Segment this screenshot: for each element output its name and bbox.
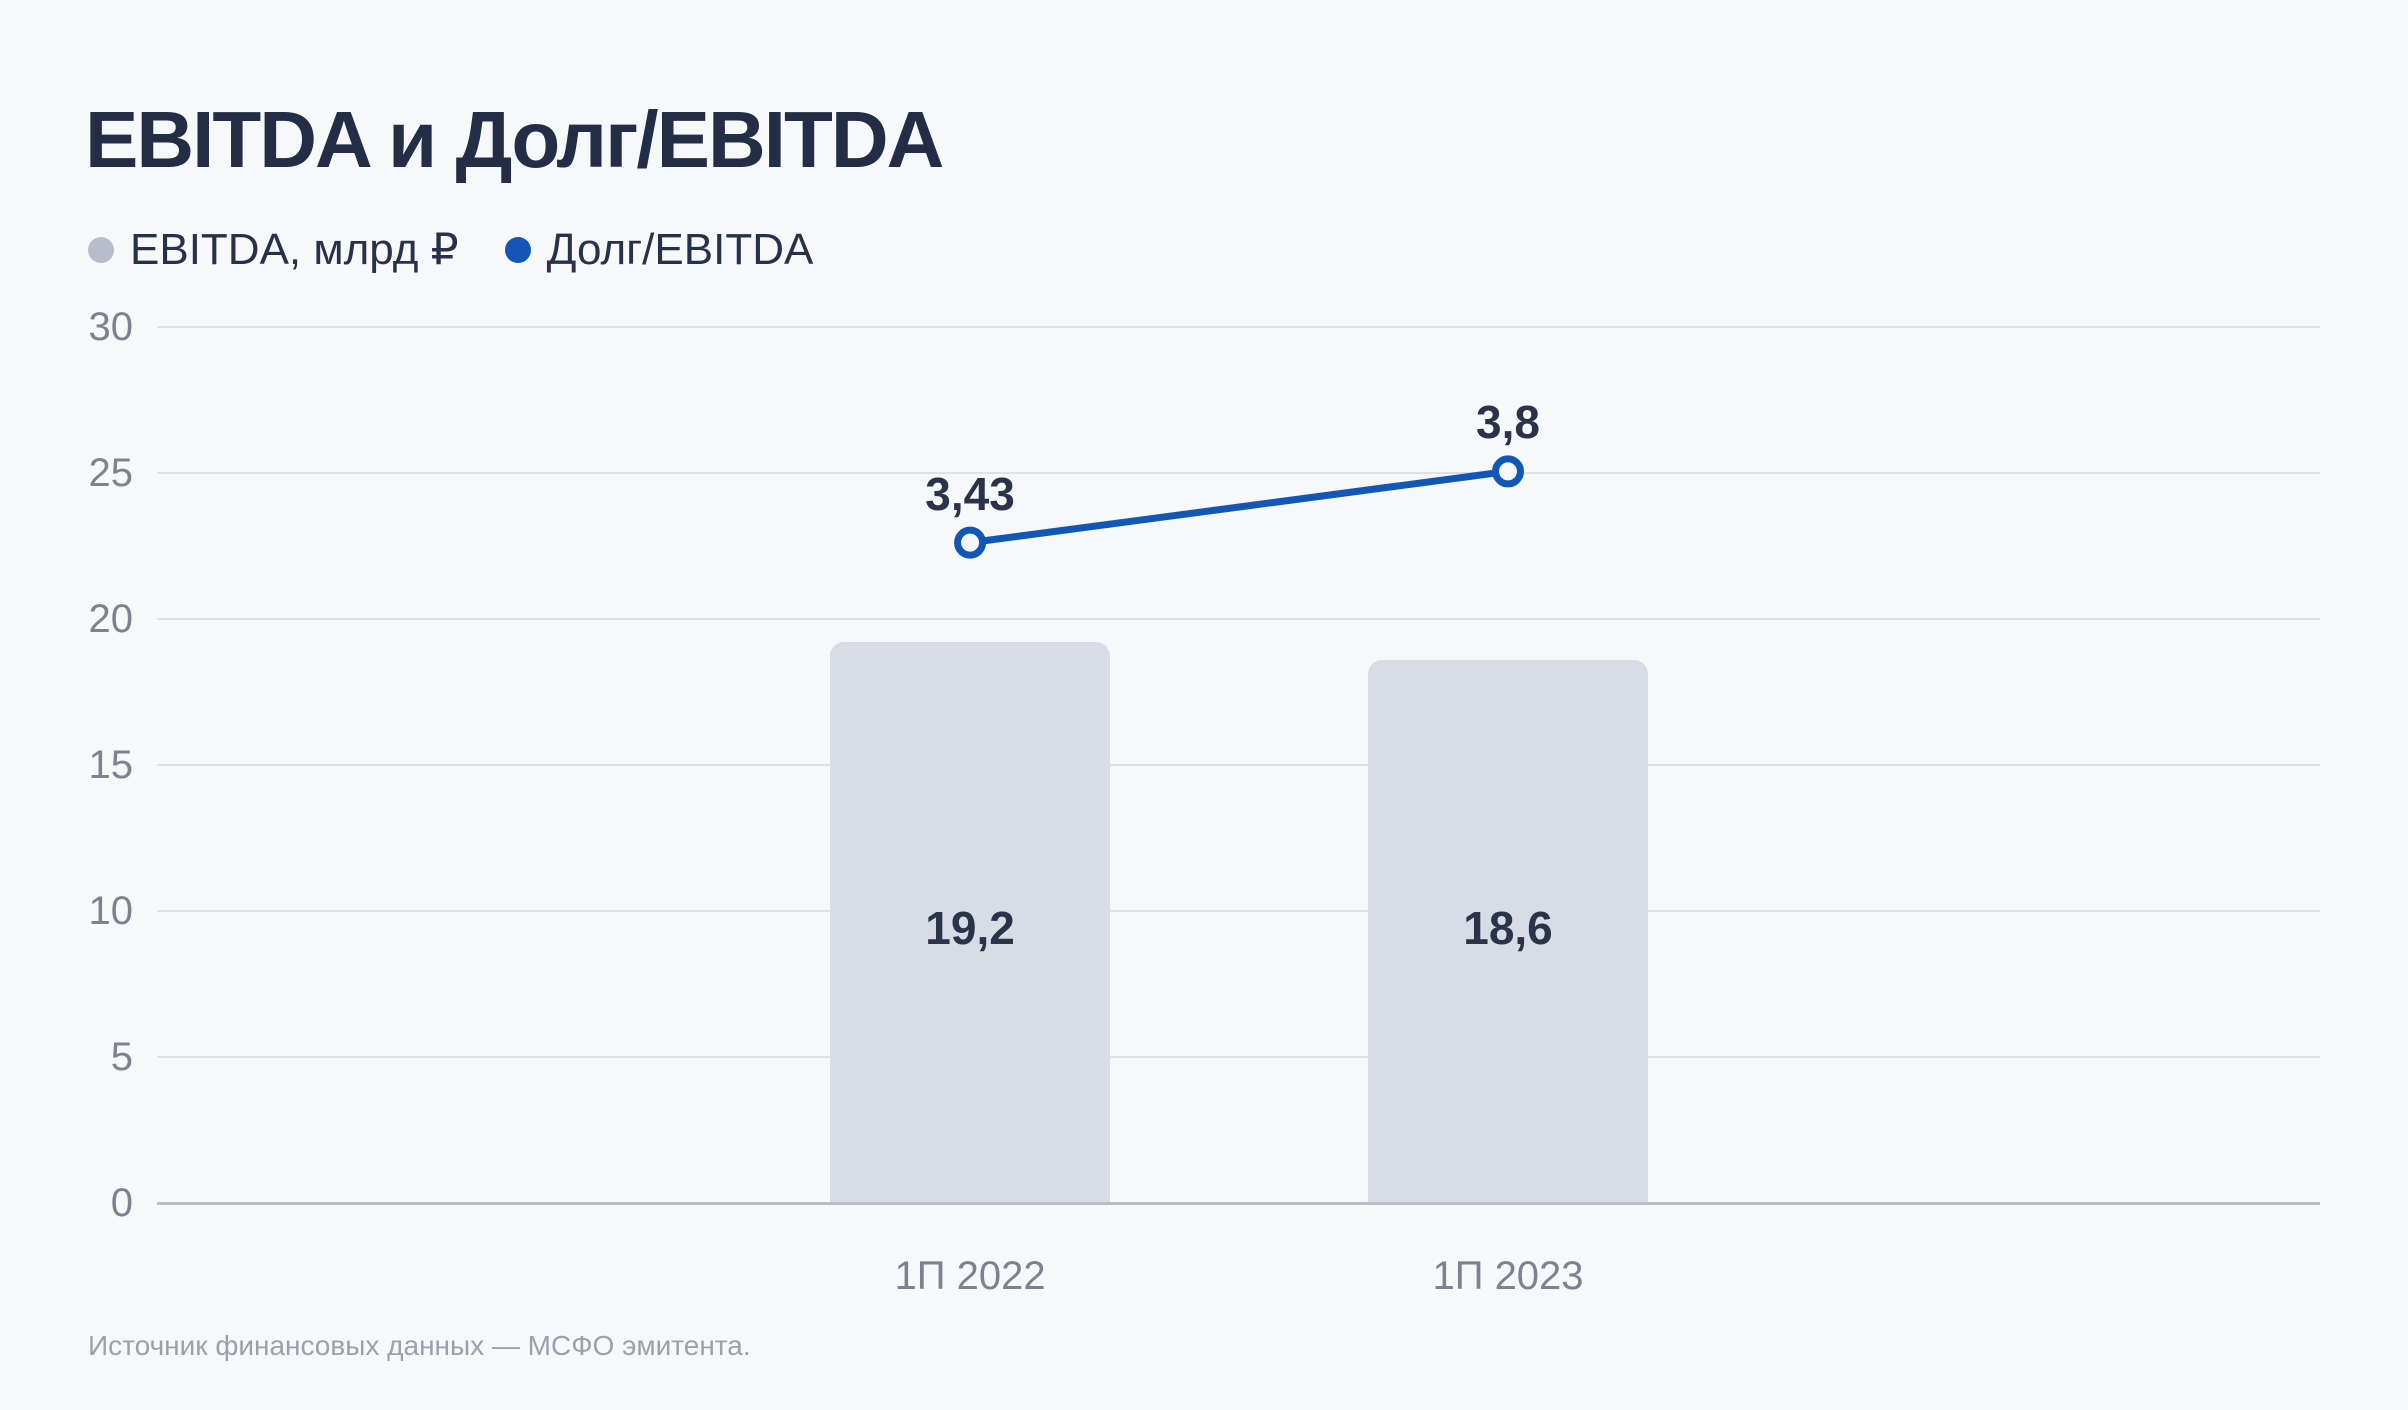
y-tick-label-30: 30 bbox=[88, 305, 134, 349]
legend-item-ebitda: EBITDA, млрд ₽ bbox=[88, 224, 459, 275]
gridline-5 bbox=[157, 1056, 2320, 1058]
bar-1: 19,2 bbox=[830, 642, 1111, 1203]
line-value-label-1: 3,43 bbox=[925, 467, 1015, 520]
line-value-label-2: 3,8 bbox=[1476, 396, 1540, 449]
y-tick-label-25: 25 bbox=[88, 450, 134, 495]
x-axis-label-1: 1П 2022 bbox=[894, 1254, 1046, 1298]
y-tick-label-10: 10 bbox=[88, 888, 134, 933]
gridline-10 bbox=[157, 909, 2320, 912]
x-axis: 1П 2022 1П 2023 bbox=[157, 1256, 2320, 1316]
legend-label-debt-ebitda: Долг/EBITDA bbox=[546, 224, 814, 274]
plot-area: 19,2 18,6 3,43 3,8 bbox=[157, 326, 2320, 1205]
bar-value-label-1: 19,2 bbox=[925, 902, 1015, 954]
gridline-15 bbox=[157, 764, 2320, 766]
y-tick-label-15: 15 bbox=[88, 743, 134, 787]
gridline-30 bbox=[157, 326, 2320, 328]
legend-dot-debt-ebitda-icon bbox=[504, 236, 531, 263]
bar-2: 18,6 bbox=[1368, 659, 1648, 1203]
legend: EBITDA, млрд ₽ Долг/EBITDA bbox=[88, 224, 813, 275]
legend-item-debt-ebitda: Долг/EBITDA bbox=[504, 224, 814, 275]
chart-title: EBITDA и Долг/EBITDA bbox=[85, 95, 944, 184]
line-path bbox=[969, 467, 1509, 547]
x-axis-label-2: 1П 2023 bbox=[1432, 1254, 1584, 1298]
y-tick-label-0: 0 bbox=[110, 1181, 133, 1225]
y-tick-label-20: 20 bbox=[88, 596, 134, 641]
x-axis-baseline bbox=[157, 1202, 2320, 1205]
legend-label-ebitda: EBITDA, млрд ₽ bbox=[130, 225, 459, 274]
bar-value-label-2: 18,6 bbox=[1463, 902, 1553, 954]
source-note: Источник финансовых данных — МСФО эмитен… bbox=[88, 1330, 751, 1361]
gridline-25 bbox=[157, 471, 2320, 474]
gridline-20 bbox=[157, 617, 2320, 620]
y-tick-label-5: 5 bbox=[110, 1035, 133, 1079]
y-axis: 0 5 10 15 20 25 30 bbox=[0, 307, 134, 1223]
legend-dot-ebitda-icon bbox=[88, 236, 114, 263]
line-marker-1-icon bbox=[954, 526, 987, 559]
